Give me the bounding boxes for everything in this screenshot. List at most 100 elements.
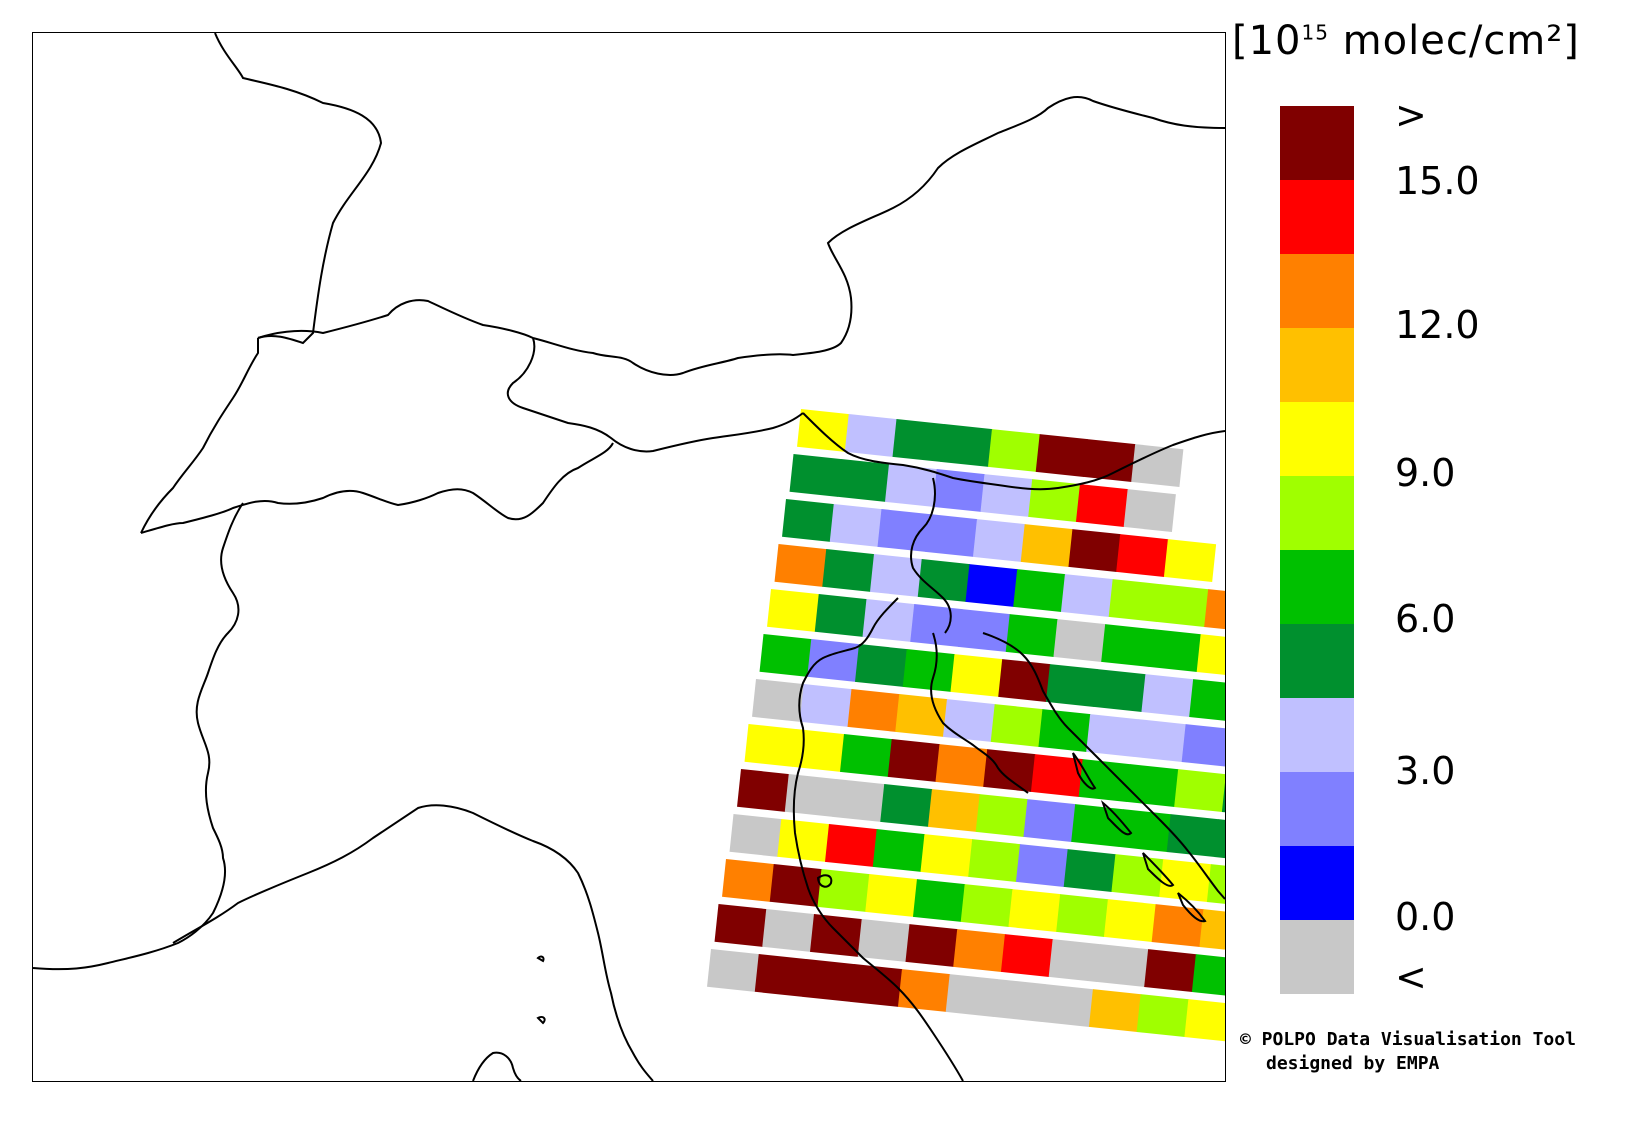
- pixel-cell: [850, 964, 903, 1007]
- pixel-cell: [1108, 579, 1161, 622]
- colorbar-swatch: [1280, 550, 1354, 624]
- border-austria-slovenia: [802, 412, 1225, 491]
- pixel-cell: [1045, 664, 1099, 707]
- pixel-cell: [1103, 899, 1157, 943]
- pixel-cell: [1038, 709, 1091, 752]
- pixel-cell: [837, 459, 890, 502]
- pixel-cell: [895, 694, 948, 737]
- pixel-cell: [975, 794, 1028, 837]
- pixel-cell: [1156, 584, 1209, 628]
- border-switzerland-north: [257, 299, 534, 339]
- colorbar-swatch: [1280, 624, 1354, 698]
- colorbar-label-9: 9.0: [1395, 451, 1456, 495]
- pixel-cell: [777, 819, 830, 862]
- colorbar-swatch: [1280, 180, 1354, 254]
- border-france-germany: [214, 33, 383, 345]
- pixel-cell: [754, 954, 807, 997]
- colorbar-swatch: [1280, 402, 1354, 476]
- pixel-row: [744, 724, 1225, 818]
- colorbar: [1280, 106, 1354, 994]
- coast-adriatic-north: [792, 597, 964, 1081]
- credit-line-1: © POLPO Data Visualisation Tool: [1240, 1029, 1576, 1050]
- pixel-cell: [762, 909, 815, 952]
- pixel-cell: [1166, 814, 1219, 858]
- pixel-cell: [1189, 679, 1225, 723]
- pixel-cell: [1184, 999, 1225, 1043]
- pixel-cell: [759, 634, 812, 677]
- pixel-cell: [1015, 844, 1069, 887]
- country-borders: [33, 33, 1225, 1081]
- pixel-row: [714, 904, 1225, 998]
- pixel-cell: [844, 414, 897, 457]
- pixel-row: [767, 589, 1225, 678]
- pixel-cell: [1141, 674, 1194, 718]
- pixel-cell: [832, 779, 885, 822]
- pixel-cell: [1023, 799, 1076, 842]
- pixel-cell: [714, 904, 767, 947]
- pixel-cell: [1204, 589, 1225, 633]
- colorbar-label-below: <: [1395, 955, 1427, 999]
- pixel-cell: [1191, 954, 1225, 998]
- island-4: [1177, 892, 1207, 923]
- pixel-cell: [1123, 489, 1176, 532]
- island-1: [1072, 752, 1097, 790]
- pixel-cell: [993, 979, 1046, 1022]
- pixel-cell: [1101, 624, 1154, 667]
- colorbar-swatch: [1280, 698, 1354, 772]
- pixel-cell: [1118, 809, 1172, 853]
- pixel-cell: [953, 929, 1006, 972]
- pixel-row: [774, 544, 1225, 633]
- border-italy-slovenia: [910, 477, 952, 634]
- pixel-cell: [912, 879, 966, 922]
- pixel-cell: [965, 564, 1018, 607]
- pixel-cell: [1030, 754, 1084, 797]
- colorbar-label-6: 6.0: [1395, 597, 1456, 641]
- colorbar-swatch: [1280, 846, 1354, 920]
- pixel-cell: [910, 604, 963, 647]
- coast-italy-west: [172, 804, 654, 1081]
- pixel-cell: [1093, 669, 1146, 712]
- pixel-cell: [729, 814, 782, 857]
- pixel-cell: [814, 594, 867, 637]
- island-3: [1142, 852, 1175, 887]
- pixel-row: [797, 409, 1184, 487]
- pixel-cell: [784, 774, 837, 817]
- pixel-cell: [880, 784, 933, 827]
- pixel-cell: [870, 554, 923, 597]
- map-frame: [32, 32, 1226, 1082]
- pixel-cell: [1206, 864, 1225, 908]
- border-france-italy: [33, 502, 244, 971]
- colorbar-swatch: [1280, 476, 1354, 550]
- colorbar-title-prefix: [10: [1232, 18, 1302, 64]
- pixel-cell: [945, 974, 998, 1017]
- pixel-cell: [872, 829, 925, 872]
- credit-line-2: designed by EMPA: [1266, 1053, 1440, 1074]
- pixel-row: [782, 499, 1217, 583]
- pixel-cell: [767, 589, 820, 632]
- pixel-cell: [707, 949, 760, 992]
- pixel-cell: [1075, 484, 1129, 527]
- pixel-cell: [917, 559, 970, 602]
- pixel-cell: [1144, 949, 1197, 993]
- pixel-cell: [1133, 719, 1187, 763]
- pixel-cell: [802, 959, 855, 1002]
- colorbar-label-0: 0.0: [1395, 895, 1456, 939]
- pixel-row: [759, 634, 1225, 723]
- pixel-cell: [840, 734, 893, 777]
- pixel-cell: [920, 834, 973, 877]
- pixel-cell: [925, 514, 978, 557]
- colorbar-label-12: 12.0: [1395, 303, 1480, 347]
- pixel-cell: [810, 914, 863, 957]
- island-elba: [816, 874, 833, 888]
- pixel-cell: [1056, 894, 1109, 937]
- pixel-cell: [1048, 939, 1101, 982]
- colorbar-swatch: [1280, 106, 1354, 180]
- pixel-cell: [1060, 574, 1114, 617]
- island-small: [536, 955, 545, 963]
- pixel-cell: [752, 679, 805, 722]
- pixel-cell: [1131, 444, 1184, 487]
- pixel-cell: [792, 729, 845, 772]
- pixel-cell: [774, 544, 827, 587]
- border-germany-austria: [532, 96, 1225, 376]
- pixel-cell: [1078, 759, 1131, 802]
